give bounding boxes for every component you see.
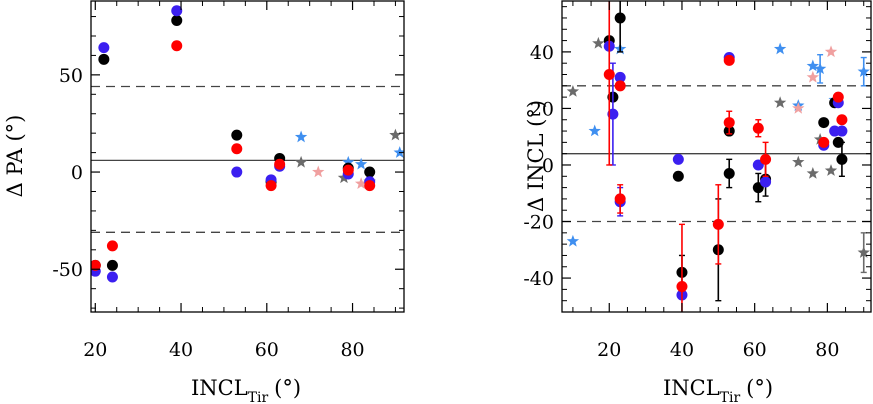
red-point	[171, 40, 183, 52]
y-tick-label: 20	[530, 98, 554, 120]
y-axis-title: Δ PA (°)	[3, 115, 27, 198]
red-point	[712, 218, 724, 230]
red-point	[274, 158, 286, 170]
black-point	[171, 14, 183, 26]
black-point	[672, 170, 684, 182]
y-tick-label: -50	[52, 259, 83, 281]
red-point	[676, 281, 688, 293]
black-point	[106, 259, 118, 271]
black-point	[723, 167, 735, 179]
blue-point	[614, 71, 626, 83]
x-axis-title-unit: (°)	[274, 376, 301, 400]
lightblue-stars-point	[813, 62, 827, 75]
grey-stars-point	[294, 155, 308, 168]
lightblue-stars-point	[857, 65, 870, 77]
plot-frame	[90, 0, 405, 313]
y-tick-label: 40	[530, 42, 554, 64]
pink-stars-point	[806, 70, 820, 83]
lightblue-stars-point	[294, 130, 308, 143]
red-point	[342, 164, 354, 176]
red-point	[836, 114, 848, 126]
grey-stars-point	[773, 96, 787, 109]
blue-point	[672, 153, 684, 165]
black-point	[231, 129, 243, 141]
black-point	[614, 12, 626, 24]
blue-point	[231, 166, 243, 178]
x-axis-title-main: INCL	[191, 376, 248, 400]
x-tick-label: 80	[340, 339, 364, 361]
blue-point	[106, 271, 118, 283]
lightblue-stars-point	[806, 59, 820, 72]
red-point	[603, 69, 615, 81]
red-point	[106, 240, 118, 252]
grey-stars-point	[592, 36, 605, 49]
x-axis-title: INCLTir (°)	[663, 376, 773, 404]
lightblue-stars-point	[773, 42, 787, 55]
red-point	[265, 180, 277, 192]
black-point	[818, 117, 830, 129]
panel-delta-incl: 20 40 60 80 -40 -20 0 20 40 Δ INCL (°) INCLTir (°)	[523, 0, 872, 404]
x-axis-title: INCLTir (°)	[191, 376, 301, 404]
red-point	[231, 143, 243, 155]
y-tick-label: 0	[542, 155, 554, 177]
red-point	[752, 122, 764, 134]
pink-stars-point	[354, 177, 368, 189]
red-point	[760, 153, 772, 165]
red-point	[818, 136, 830, 148]
plot-area	[91, 5, 404, 283]
grey-stars-point	[806, 166, 820, 179]
red-point	[614, 193, 626, 205]
x-tick-label: 40	[169, 339, 193, 361]
grey-stars-point	[566, 84, 580, 97]
red-point	[723, 117, 735, 129]
red-point	[723, 54, 735, 66]
pink-stars-point	[312, 165, 325, 178]
red-point	[614, 80, 626, 92]
y-tick-label: -20	[523, 212, 554, 234]
x-tick-label: 60	[255, 339, 279, 361]
lightblue-stars-point	[588, 124, 601, 137]
plot-area	[562, 1, 871, 312]
pink-stars-point	[824, 45, 838, 58]
x-axis-title-main: INCL	[663, 376, 720, 400]
y-tick-label: 0	[71, 162, 83, 184]
blue-point	[607, 108, 619, 120]
x-axis-title-subscript: Tir	[248, 390, 269, 404]
y-tick-label: 50	[59, 65, 83, 87]
red-point	[832, 91, 844, 103]
x-tick-label: 20	[83, 339, 107, 361]
x-tick-label: 40	[670, 339, 694, 361]
x-axis-title-unit: (°)	[746, 376, 773, 400]
black-point	[98, 53, 110, 65]
lightblue-stars-point	[393, 146, 404, 158]
y-tick-label: -40	[523, 268, 554, 290]
x-axis-title-subscript: Tir	[720, 390, 741, 404]
blue-point	[171, 5, 183, 17]
x-tick-label: 80	[815, 339, 839, 361]
x-tick-label: 20	[597, 339, 621, 361]
blue-point	[760, 176, 772, 188]
blue-point	[98, 42, 110, 54]
y-axis-title: Δ INCL (°)	[524, 100, 548, 212]
black-point	[836, 153, 848, 165]
x-tick-label: 60	[743, 339, 767, 361]
plot-frame	[561, 0, 872, 313]
blue-point	[836, 125, 848, 137]
lightblue-stars-point	[342, 155, 355, 168]
grey-stars-point	[857, 246, 870, 258]
pink-stars-point	[792, 101, 805, 114]
panel-delta-pa: 20 40 60 80 -50 0 50 Δ PA (°) INCLTir (°)	[3, 0, 405, 404]
lightblue-stars-point	[566, 234, 580, 247]
black-point	[832, 136, 844, 148]
grey-stars-point	[824, 164, 838, 176]
black-point	[364, 166, 376, 178]
red-point	[364, 180, 376, 192]
lightblue-stars-point	[354, 157, 368, 170]
grey-stars-point	[389, 128, 402, 141]
grey-stars-point	[792, 155, 805, 168]
red-point	[91, 259, 101, 271]
